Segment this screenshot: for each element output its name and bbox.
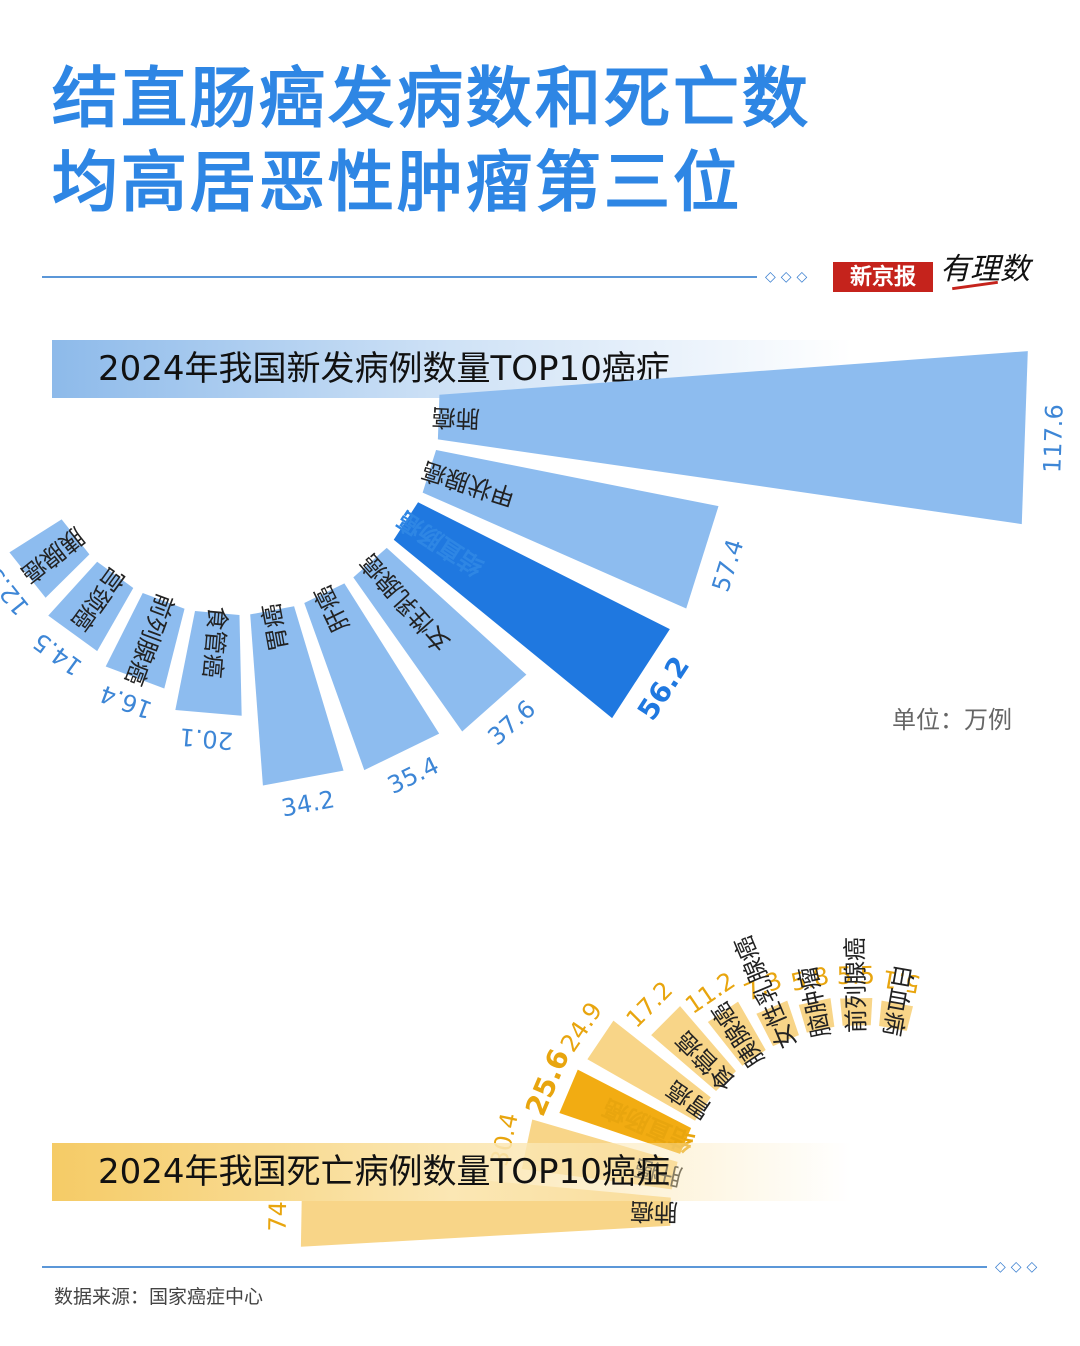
- deaths-bar-8: [798, 998, 835, 1033]
- incidence-value-label: 35.4: [383, 751, 443, 800]
- brand-logo: 新京报: [833, 262, 933, 292]
- deaths-bar-3: [559, 1069, 692, 1154]
- incidence-bar-3: [393, 502, 670, 719]
- header-diamonds: ◇◇◇: [765, 269, 813, 285]
- page-title-line2: 均高居恶性肿瘤第三位: [52, 144, 742, 221]
- unit-label: 单位：万例: [892, 706, 1012, 734]
- incidence-bar-2: [422, 449, 719, 609]
- deaths-title-band: 2024年我国死亡病例数量TOP10癌症: [52, 1143, 852, 1201]
- incidence-bar-8: [105, 593, 185, 689]
- brand-sub-logo: 有理数: [940, 252, 1030, 287]
- incidence-bar-4: [353, 547, 527, 732]
- incidence-value-label: 34.2: [279, 785, 337, 822]
- header-divider: [42, 276, 757, 278]
- data-source: 数据来源：国家癌症中心: [54, 1286, 264, 1308]
- page-title-line1: 结直肠癌发病数和死亡数: [52, 60, 811, 137]
- incidence-value-label: 117.6: [1038, 404, 1068, 474]
- incidence-bar-6: [250, 606, 344, 786]
- incidence-chart: 117.6肺癌57.4甲状腺癌56.2结直肠癌37.6女性乳腺癌35.4肝癌34…: [0, 351, 1069, 823]
- deaths-bar-9: [840, 997, 873, 1026]
- deaths-value-label: 5.5: [836, 961, 875, 990]
- deaths-category-label: 肺癌: [630, 1197, 678, 1226]
- incidence-value-label: 57.4: [707, 536, 750, 595]
- footer-divider: [42, 1266, 987, 1268]
- deaths-value-label: 5.1: [880, 964, 922, 998]
- deaths-chart-title: 2024年我国死亡病例数量TOP10癌症: [98, 1152, 670, 1192]
- incidence-bar-10: [9, 519, 90, 598]
- deaths-bar-5: [651, 1006, 736, 1091]
- deaths-category-label: 前列腺癌: [841, 937, 871, 1033]
- incidence-category-label: 食管癌: [198, 605, 232, 679]
- footer-diamonds: ◇◇◇: [995, 1259, 1043, 1275]
- incidence-bar-5: [304, 583, 440, 771]
- incidence-bar-1: [437, 351, 1028, 525]
- incidence-bar-9: [48, 561, 134, 652]
- incidence-bar-7: [175, 611, 242, 716]
- deaths-bar-10: [879, 1000, 914, 1031]
- incidence-category-label: 肺癌: [431, 403, 480, 433]
- deaths-bar-4: [587, 1020, 711, 1121]
- incidence-value-label: 20.1: [178, 722, 234, 755]
- incidence-title-band: 2024年我国新发病例数量TOP10癌症: [52, 340, 852, 398]
- deaths-bar-6: [707, 1001, 766, 1066]
- incidence-chart-title: 2024年我国新发病例数量TOP10癌症: [98, 349, 670, 389]
- deaths-bar-7: [756, 1000, 799, 1047]
